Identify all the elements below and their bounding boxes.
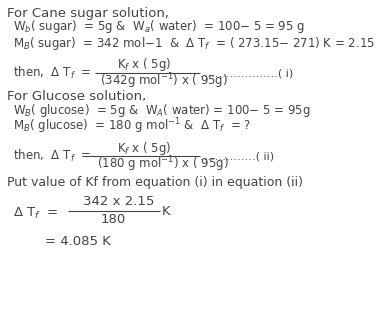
Text: ……………( ii): ……………( ii) — [200, 151, 274, 161]
Text: W$_b$( sugar)  = 5g &  W$_a$( water)  = 100− 5 = 95 g: W$_b$( sugar) = 5g & W$_a$( water) = 100… — [12, 18, 305, 35]
Text: (342g mol$^{-1}$) x ( 95g): (342g mol$^{-1}$) x ( 95g) — [100, 72, 228, 91]
Text: M$_B$( sugar)  = 342 mol−1  &  Δ T$_f$  = ( 273.15− 271) K = 2.15 K: M$_B$( sugar) = 342 mol−1 & Δ T$_f$ = ( … — [12, 35, 376, 51]
Text: then,  Δ T$_f$  =: then, Δ T$_f$ = — [12, 148, 91, 164]
Text: 180: 180 — [100, 213, 126, 226]
Text: K$_f$ x ( 5g): K$_f$ x ( 5g) — [117, 139, 171, 157]
Text: 342 x 2.15: 342 x 2.15 — [83, 196, 155, 209]
Text: M$_B$( glucose)  = 180 g mol$^{-1}$ &  Δ T$_f$  = ?: M$_B$( glucose) = 180 g mol$^{-1}$ & Δ T… — [12, 117, 251, 136]
Text: K: K — [161, 205, 170, 218]
Text: For Glucose solution,: For Glucose solution, — [7, 90, 146, 103]
Text: K$_f$ x ( 5g): K$_f$ x ( 5g) — [117, 56, 171, 73]
Text: Put value of Kf from equation (i) in equation (ii): Put value of Kf from equation (i) in equ… — [7, 176, 303, 190]
Text: (180 g mol$^{-1}$) x ( 95g): (180 g mol$^{-1}$) x ( 95g) — [97, 155, 229, 174]
Text: then,  Δ T$_f$  =: then, Δ T$_f$ = — [12, 65, 91, 81]
Text: For Cane sugar solution,: For Cane sugar solution, — [7, 6, 169, 19]
Text: W$_B$( glucose)  = 5g &  W$_A$( water) = 100− 5 = 95g: W$_B$( glucose) = 5g & W$_A$( water) = 1… — [12, 102, 310, 119]
Text: …………………( i): …………………( i) — [200, 68, 294, 78]
Text: = 4.085 K: = 4.085 K — [44, 236, 111, 249]
Text: Δ T$_f$  =: Δ T$_f$ = — [12, 205, 58, 220]
